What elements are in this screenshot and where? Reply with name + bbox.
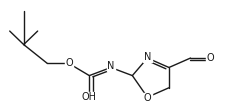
Text: N: N (143, 52, 151, 62)
Text: O: O (143, 93, 151, 103)
Text: N: N (107, 61, 114, 71)
Bar (65, 59, 73, 68)
Text: OH: OH (81, 91, 96, 102)
Bar (205, 54, 214, 62)
Bar (143, 94, 151, 102)
Bar (82, 92, 96, 101)
Text: O: O (206, 53, 213, 63)
Bar (106, 62, 115, 71)
Bar (143, 53, 151, 62)
Text: O: O (65, 58, 72, 68)
